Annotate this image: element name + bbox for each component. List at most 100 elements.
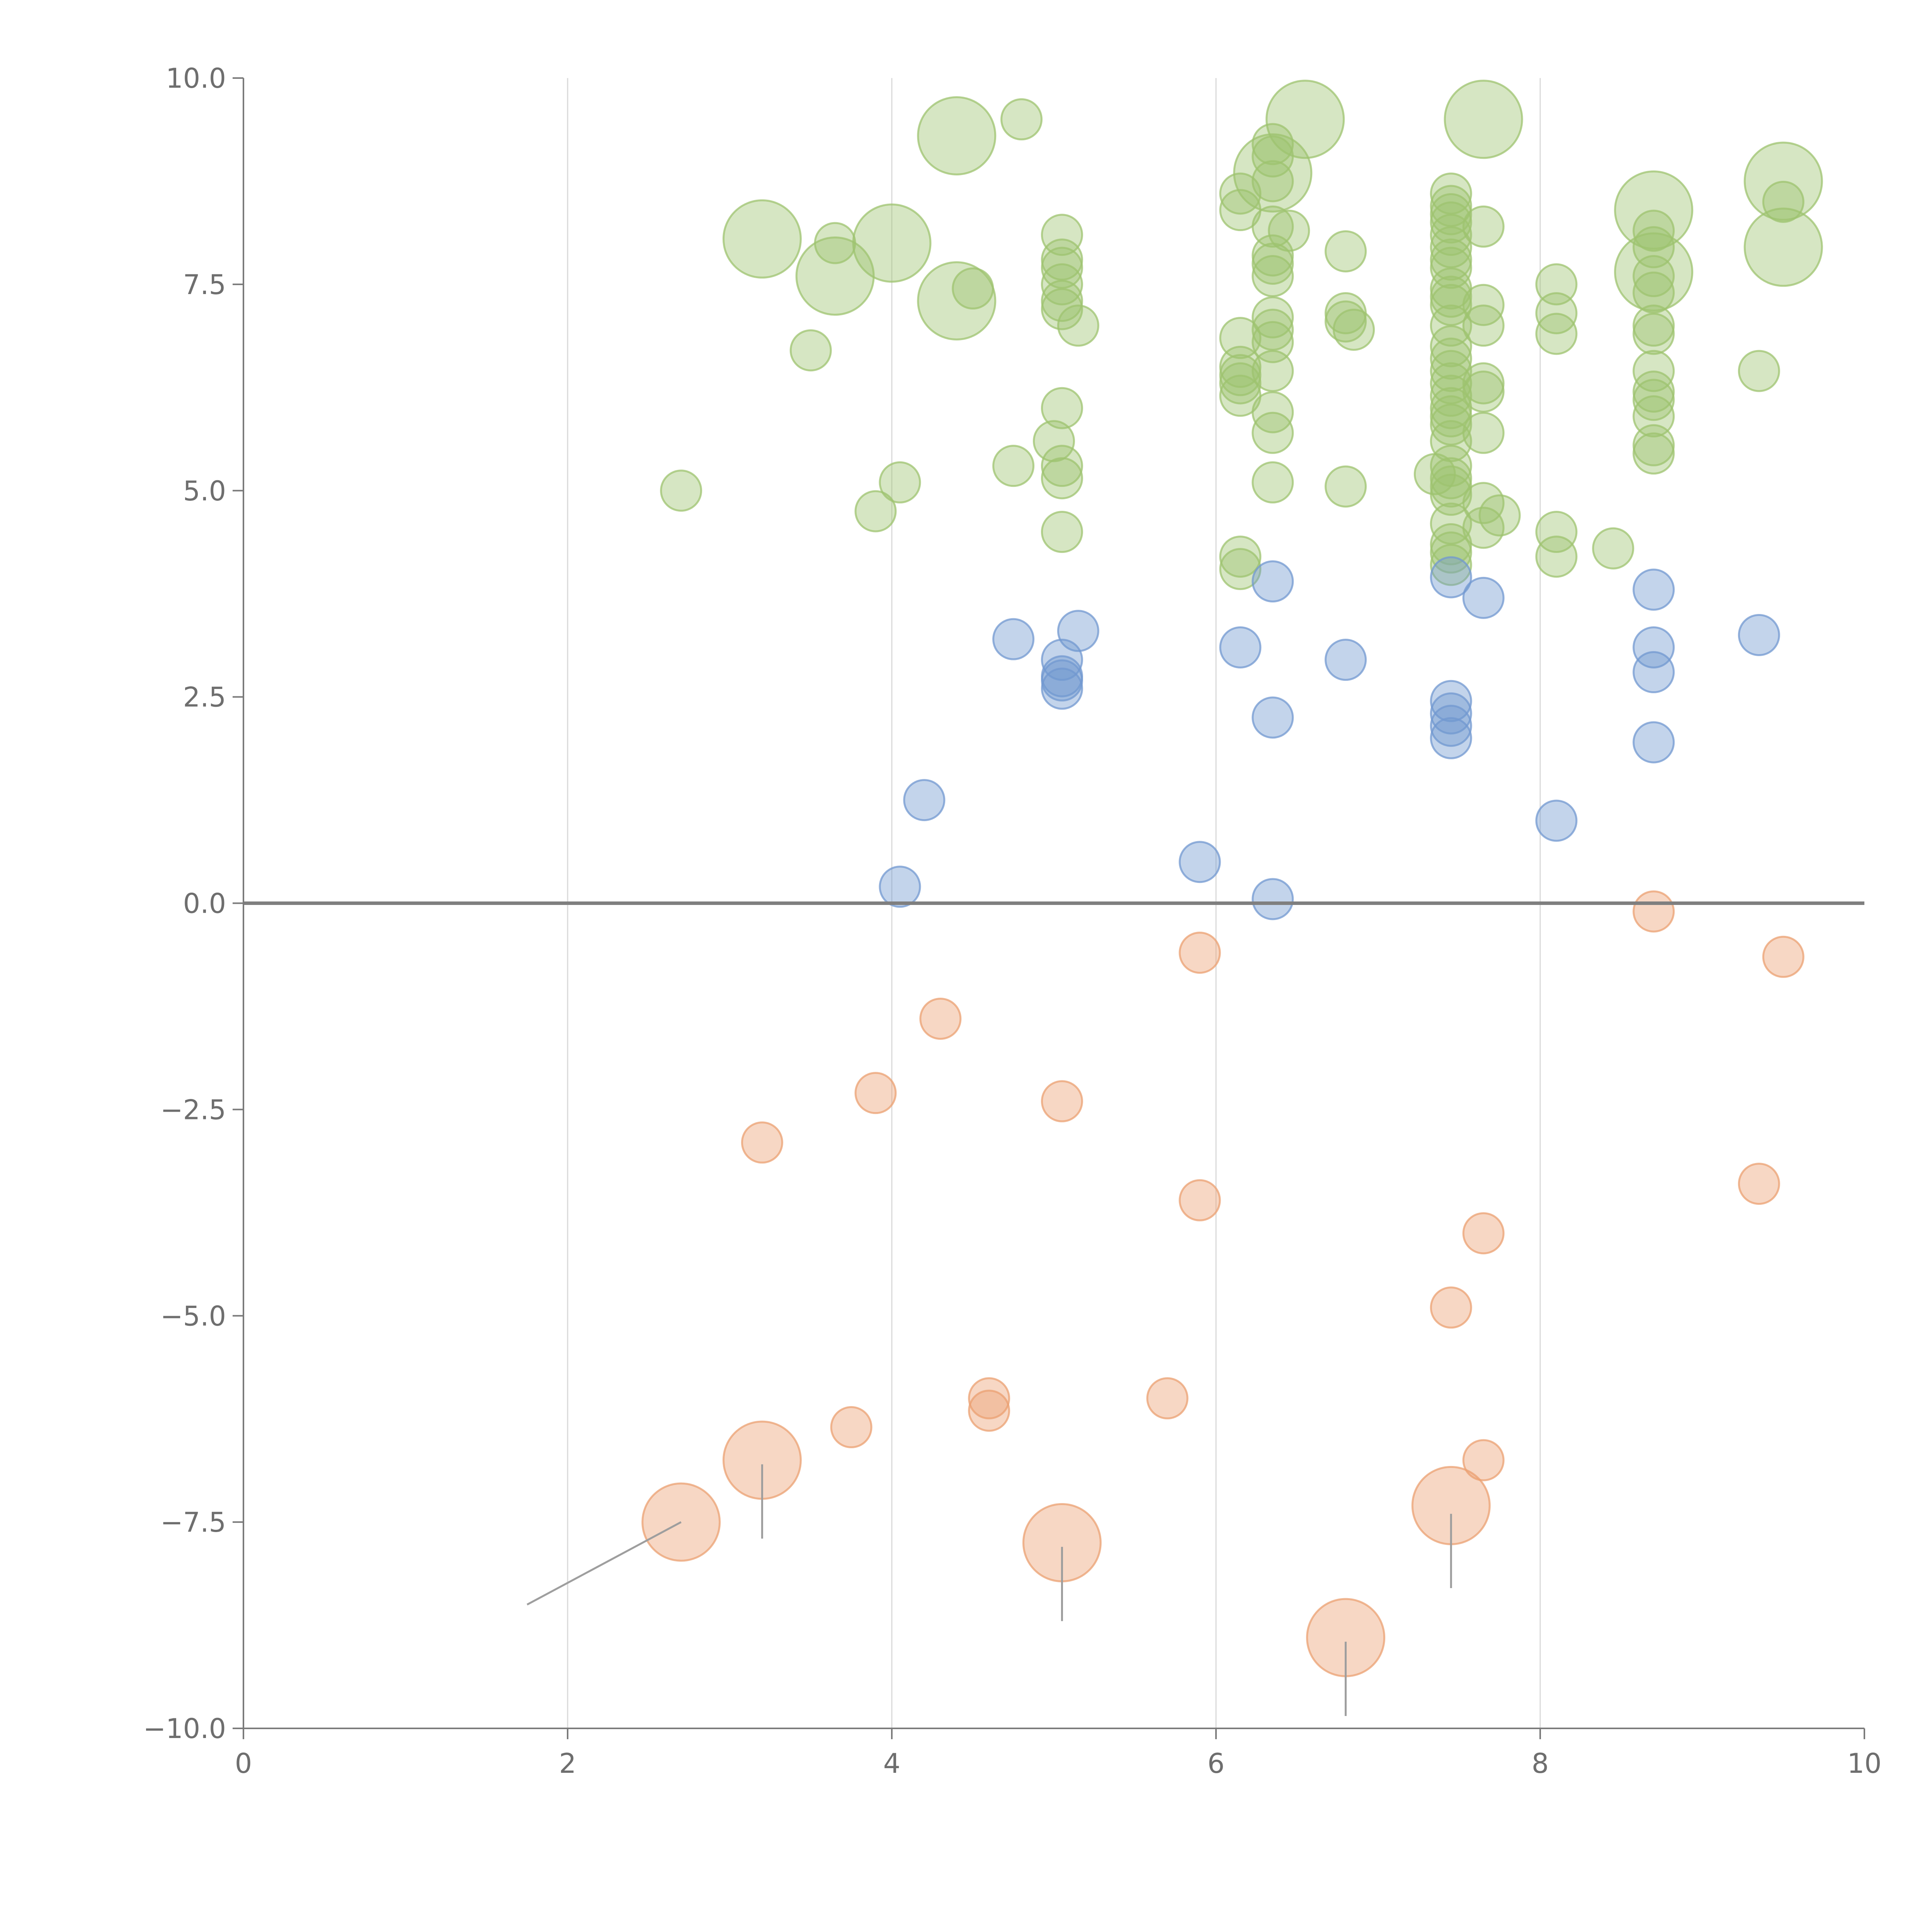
bubble-mid-1 bbox=[903, 779, 946, 821]
bubble-mid-7 bbox=[1041, 667, 1083, 710]
bubble-high-70 bbox=[1430, 337, 1472, 380]
bubble-low-15 bbox=[1430, 1286, 1472, 1329]
y-tick-label: 5.0 bbox=[183, 475, 226, 507]
bubble-high-113 bbox=[1633, 395, 1675, 438]
bubble-high-61 bbox=[1430, 214, 1472, 256]
bubble-high-22 bbox=[1041, 387, 1083, 429]
bubble-low-2 bbox=[741, 1121, 783, 1164]
bubble-mid-21 bbox=[1633, 568, 1675, 611]
bubble-high-115 bbox=[1633, 432, 1675, 475]
bubble-high-54 bbox=[1325, 300, 1367, 343]
bubble-high-98 bbox=[1535, 313, 1578, 355]
bubble-high-100 bbox=[1535, 536, 1578, 578]
bubble-high-103 bbox=[1633, 209, 1675, 252]
bubble-high-13 bbox=[879, 461, 921, 503]
bubble-high-52 bbox=[1325, 230, 1367, 272]
bubble-high-21 bbox=[1057, 304, 1099, 347]
bubble-high-17 bbox=[1041, 247, 1083, 289]
bubble-high-10 bbox=[789, 329, 832, 372]
x-tick-label: 10 bbox=[1847, 1748, 1881, 1779]
bubble-mid-18 bbox=[1430, 717, 1472, 759]
bubble-low-10 bbox=[1146, 1377, 1189, 1420]
bubble-mid-8 bbox=[1179, 841, 1221, 883]
bubble-high-29 bbox=[1233, 133, 1313, 213]
bubble-high-25 bbox=[1041, 457, 1083, 500]
bubble-high-44 bbox=[1219, 362, 1262, 405]
y-tick-label: −10.0 bbox=[143, 1713, 226, 1745]
bubble-high-49 bbox=[1252, 461, 1294, 503]
bubble-mid-11 bbox=[1252, 696, 1294, 739]
bubble-high-104 bbox=[1633, 226, 1675, 269]
bubble-high-28 bbox=[1252, 135, 1294, 178]
y-tick-label: 10.0 bbox=[166, 63, 226, 94]
bubble-high-14 bbox=[992, 445, 1035, 487]
bubble-high-99 bbox=[1535, 511, 1578, 553]
bubble-high-85 bbox=[1430, 531, 1472, 574]
bubble-high-12 bbox=[854, 490, 897, 532]
bubble-low-11 bbox=[1179, 932, 1221, 974]
bubble-high-69 bbox=[1430, 325, 1472, 367]
bubble-high-109 bbox=[1633, 313, 1675, 355]
bubble-high-112 bbox=[1633, 379, 1675, 421]
bubble-high-4 bbox=[722, 199, 802, 279]
bubble-high-9 bbox=[952, 267, 994, 310]
bubble-high-31 bbox=[1219, 172, 1262, 215]
bubble-high-7 bbox=[795, 236, 875, 316]
bubble-mid-13 bbox=[1325, 639, 1367, 681]
y-tick-label: −5.0 bbox=[160, 1300, 226, 1332]
bubble-high-72 bbox=[1430, 362, 1472, 405]
bubble-low-3 bbox=[830, 1406, 872, 1449]
bubble-high-116 bbox=[1738, 350, 1780, 392]
bubble-mid-24 bbox=[1633, 721, 1675, 764]
bubble-high-106 bbox=[1633, 255, 1675, 298]
x-tick-label: 6 bbox=[1208, 1748, 1225, 1779]
bubble-low-5 bbox=[919, 997, 962, 1040]
bubble-high-60 bbox=[1430, 201, 1472, 244]
bubble-high-15 bbox=[1041, 214, 1083, 256]
bubble-high-71 bbox=[1430, 350, 1472, 392]
bubble-high-96 bbox=[1535, 263, 1578, 306]
bubble-high-82 bbox=[1430, 473, 1472, 516]
bubble-high-40 bbox=[1252, 321, 1294, 363]
bubble-high-2 bbox=[1265, 80, 1345, 159]
bubble-low-6 bbox=[968, 1377, 1010, 1420]
bubble-high-50 bbox=[1219, 536, 1262, 578]
bubble-high-33 bbox=[1252, 205, 1294, 248]
bubble-mid-22 bbox=[1633, 626, 1675, 668]
bubble-mid-16 bbox=[1430, 692, 1472, 735]
bubble-low-17 bbox=[1462, 1439, 1505, 1481]
bubble-high-89 bbox=[1462, 304, 1505, 347]
bubble-high-39 bbox=[1252, 308, 1294, 351]
bubble-low-7 bbox=[968, 1389, 1010, 1432]
bubble-mid-12 bbox=[1252, 878, 1294, 920]
bubble-low-4 bbox=[854, 1072, 897, 1114]
y-tick-label: 2.5 bbox=[183, 682, 226, 713]
bubble-high-86 bbox=[1430, 544, 1472, 586]
bubble-mid-0 bbox=[879, 866, 921, 908]
bubbles bbox=[641, 80, 1823, 1677]
bubble-high-0 bbox=[917, 96, 997, 175]
bubble-high-23 bbox=[1033, 420, 1075, 463]
bubble-mid-17 bbox=[1430, 704, 1472, 747]
bubble-high-36 bbox=[1252, 242, 1294, 285]
bubble-high-107 bbox=[1633, 271, 1675, 314]
bubble-mid-10 bbox=[1252, 560, 1294, 603]
y-tick-label: −2.5 bbox=[160, 1094, 226, 1126]
x-tick-label: 0 bbox=[235, 1748, 252, 1779]
x-tick-label: 2 bbox=[559, 1748, 577, 1779]
bubble-high-101 bbox=[1592, 527, 1634, 570]
bubble-low-19 bbox=[1738, 1163, 1780, 1205]
leader-line-0 bbox=[526, 1521, 682, 1605]
bubble-high-11 bbox=[660, 469, 702, 512]
bubble-mid-19 bbox=[1462, 577, 1505, 619]
bubble-high-1 bbox=[1000, 98, 1043, 141]
bubble-high-51 bbox=[1219, 548, 1262, 590]
y-tick-label: 7.5 bbox=[183, 269, 226, 301]
x-tick-label: 8 bbox=[1532, 1748, 1549, 1779]
axes: 10.0 7.5 5.0 2.5 0.0 −2.5 −5.0 −7.5 −10.0 0 2 4 6 8 10 bbox=[143, 63, 1881, 1779]
bubble-high-91 bbox=[1462, 370, 1505, 413]
bubble-mid-15 bbox=[1430, 680, 1472, 722]
bubble-high-119 bbox=[1743, 207, 1823, 287]
bubble-high-76 bbox=[1430, 403, 1472, 446]
